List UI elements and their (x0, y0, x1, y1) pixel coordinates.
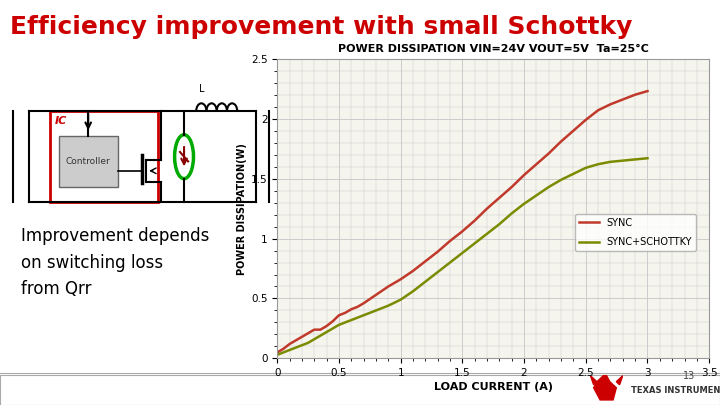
SYNC (297, 335, 306, 339)
SYNC+SCHOTTKY (409, 289, 418, 294)
Text: TEXAS INSTRUMENTS: TEXAS INSTRUMENTS (631, 386, 720, 395)
Text: $C_{OUT}$: $C_{OUT}$ (277, 141, 304, 154)
Line: SYNC: SYNC (277, 91, 647, 352)
SYNC+SCHOTTKY (310, 337, 318, 342)
SYNC+SCHOTTKY (323, 330, 331, 335)
SYNC+SCHOTTKY (421, 279, 430, 284)
SYNC (544, 151, 553, 156)
SYNC (631, 92, 639, 97)
SYNC+SCHOTTKY (328, 326, 337, 331)
SYNC+SCHOTTKY (353, 315, 361, 320)
SYNC+SCHOTTKY (279, 350, 288, 355)
SYNC (557, 139, 565, 144)
SYNC+SCHOTTKY (582, 165, 590, 170)
SYNC (532, 162, 541, 166)
Text: IC: IC (55, 116, 67, 126)
Legend: SYNC, SYNC+SCHOTTKY: SYNC, SYNC+SCHOTTKY (575, 214, 696, 251)
X-axis label: LOAD CURRENT (A): LOAD CURRENT (A) (433, 382, 553, 392)
SYNC+SCHOTTKY (606, 160, 615, 164)
SYNC+SCHOTTKY (316, 333, 325, 338)
SYNC (341, 311, 349, 315)
SYNC (304, 331, 312, 336)
SYNC+SCHOTTKY (347, 318, 356, 322)
SYNC+SCHOTTKY (458, 251, 467, 256)
SYNC+SCHOTTKY (470, 241, 479, 246)
Polygon shape (593, 376, 616, 400)
SYNC (482, 206, 491, 211)
SYNC+SCHOTTKY (341, 320, 349, 325)
SYNC (310, 327, 318, 332)
SYNC+SCHOTTKY (631, 157, 639, 162)
SYNC (292, 338, 300, 343)
Text: Controller: Controller (66, 157, 111, 166)
Text: 13: 13 (683, 371, 695, 381)
SYNC (569, 128, 577, 133)
SYNC+SCHOTTKY (359, 313, 368, 318)
SYNC (384, 284, 392, 289)
Y-axis label: POWER DISSIPATION(W): POWER DISSIPATION(W) (237, 143, 247, 275)
SYNC (353, 305, 361, 309)
SYNC+SCHOTTKY (482, 231, 491, 236)
SYNC (328, 319, 337, 324)
SYNC (279, 346, 288, 351)
SYNC+SCHOTTKY (495, 222, 504, 226)
Polygon shape (616, 376, 623, 385)
SYNC+SCHOTTKY (446, 260, 454, 265)
Title: POWER DISSIPATION VIN=24V VOUT=5V  Ta=25°C: POWER DISSIPATION VIN=24V VOUT=5V Ta=25°… (338, 44, 649, 54)
SYNC (421, 259, 430, 264)
Polygon shape (590, 376, 597, 385)
SYNC+SCHOTTKY (335, 322, 343, 327)
Line: SYNC+SCHOTTKY: SYNC+SCHOTTKY (277, 158, 647, 355)
SYNC (495, 195, 504, 200)
SYNC (458, 229, 467, 234)
Text: Improvement depends
on switching loss
from Qrr: Improvement depends on switching loss fr… (21, 227, 209, 298)
SYNC (643, 89, 652, 94)
SYNC+SCHOTTKY (273, 352, 282, 357)
SYNC+SCHOTTKY (618, 158, 627, 163)
SYNC (372, 292, 380, 297)
SYNC (508, 185, 516, 190)
SYNC (582, 117, 590, 122)
SYNC+SCHOTTKY (304, 341, 312, 345)
Text: L: L (199, 84, 204, 94)
SYNC (520, 173, 528, 177)
SYNC+SCHOTTKY (372, 308, 380, 313)
SYNC (446, 239, 454, 243)
SYNC (470, 218, 479, 223)
SYNC+SCHOTTKY (544, 185, 553, 190)
SYNC (359, 301, 368, 306)
SYNC+SCHOTTKY (569, 171, 577, 176)
SYNC (606, 102, 615, 107)
SYNC (396, 277, 405, 282)
FancyBboxPatch shape (58, 136, 118, 186)
SYNC+SCHOTTKY (396, 297, 405, 302)
SYNC+SCHOTTKY (508, 211, 516, 216)
SYNC (433, 249, 442, 254)
SYNC+SCHOTTKY (285, 347, 294, 352)
SYNC (316, 327, 325, 332)
SYNC (285, 341, 294, 346)
SYNC+SCHOTTKY (557, 177, 565, 182)
SYNC (409, 269, 418, 273)
SYNC+SCHOTTKY (594, 162, 603, 166)
SYNC (335, 313, 343, 318)
SYNC (594, 108, 603, 113)
SYNC (323, 324, 331, 328)
SYNC+SCHOTTKY (532, 193, 541, 198)
SYNC (618, 97, 627, 102)
SYNC (273, 350, 282, 355)
SYNC+SCHOTTKY (384, 303, 392, 308)
SYNC+SCHOTTKY (292, 345, 300, 350)
Ellipse shape (174, 135, 194, 179)
SYNC+SCHOTTKY (520, 201, 528, 206)
SYNC+SCHOTTKY (433, 270, 442, 275)
FancyBboxPatch shape (0, 375, 720, 405)
SYNC+SCHOTTKY (643, 156, 652, 161)
Text: Efficiency improvement with small Schottky: Efficiency improvement with small Schott… (10, 15, 632, 39)
SYNC+SCHOTTKY (297, 343, 306, 347)
SYNC (347, 307, 356, 312)
FancyBboxPatch shape (50, 111, 158, 202)
